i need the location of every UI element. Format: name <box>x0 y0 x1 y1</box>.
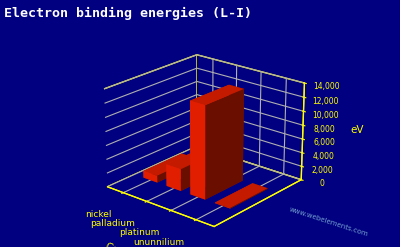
Text: www.webelements.com: www.webelements.com <box>288 206 368 237</box>
X-axis label: Group 10: Group 10 <box>104 242 150 247</box>
Text: Electron binding energies (L-I): Electron binding energies (L-I) <box>4 7 252 21</box>
